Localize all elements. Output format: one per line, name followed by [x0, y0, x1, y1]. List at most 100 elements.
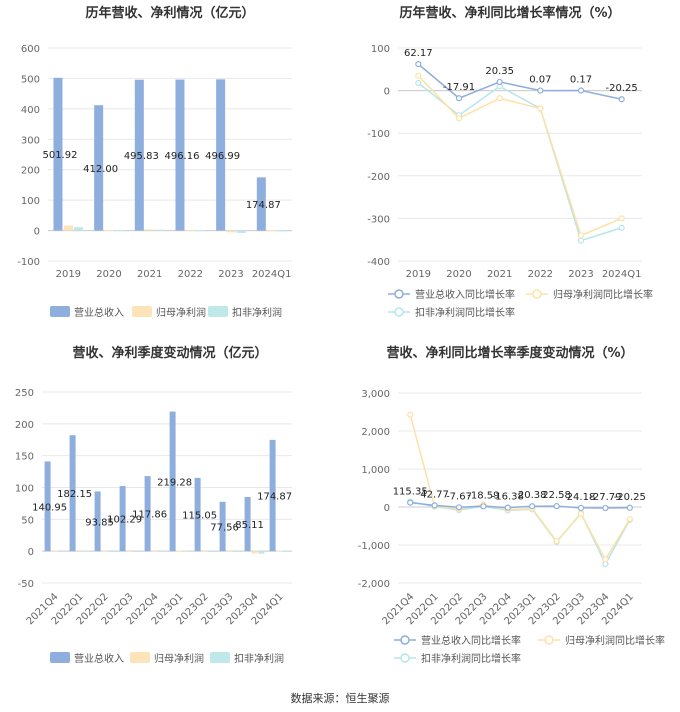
y-tick-label: 50 [21, 515, 34, 526]
y-tick-label: 100 [371, 44, 390, 55]
bar-revenue [256, 177, 266, 231]
bar-data-label: 102.29 [107, 515, 142, 526]
data-point [577, 232, 585, 239]
bar-deducted-profit [277, 230, 287, 232]
legend-label: 扣非净利润同比增长率 [421, 652, 521, 665]
legend-label: 归母净利润 [154, 652, 204, 665]
annual-revenue-profit-panel: 历年营收、净利情况（亿元） -100 0 100 200 300 400 500 600 2019… [0, 0, 340, 340]
bar-data-label: 182.15 [57, 489, 92, 500]
x-tick-label: 2021 [487, 269, 512, 280]
data-point [407, 411, 414, 418]
line-data-label: 0.17 [570, 75, 592, 86]
line-data-label: -20.25 [614, 492, 646, 503]
bar-revenue [169, 411, 176, 552]
x-tick-label: 2019 [56, 269, 81, 280]
bar-deducted-profit [236, 230, 246, 234]
legend-marker [532, 289, 542, 299]
bar-net-profit [76, 550, 83, 552]
quarterly-growth-chart: 营收、净利同比增长率季度变动情况（%） -2,000 -1,000 0 1,000 2,0… [358, 345, 665, 665]
data-point [455, 504, 463, 511]
data-point [415, 61, 422, 68]
bar-data-label: 495.83 [124, 151, 159, 162]
bar-data-label: 85.11 [235, 520, 264, 531]
y-tick-label: 1,000 [361, 465, 390, 476]
series-line-revenue [410, 501, 630, 509]
data-point [537, 87, 544, 94]
bar-revenue [216, 79, 226, 231]
annual-revenue-profit-chart: 历年营收、净利情况（亿元） -100 0 100 200 300 400 500 600 2019… [17, 5, 292, 319]
line-data-label: 20.35 [485, 66, 514, 77]
bar-deducted-profit [183, 550, 190, 552]
bar-data-label: 219.28 [157, 477, 192, 488]
bar-revenue [144, 476, 151, 552]
bar-revenue [194, 477, 201, 552]
annual-growth-panel: 历年营收、净利同比增长率情况（%） -400 -300 -200 -100 0 100 201… [340, 0, 680, 340]
line-data-label: -18.59 [467, 490, 499, 501]
bar-deducted-profit [114, 230, 124, 232]
legend-label: 归母净利润同比增长率 [553, 288, 653, 301]
data-point [537, 105, 544, 112]
data-point [577, 504, 585, 512]
chart-title: 营收、净利季度变动情况（亿元） [72, 345, 267, 361]
legend-swatch [210, 652, 230, 663]
bar-revenue [119, 486, 126, 552]
data-point [602, 556, 609, 563]
y-tick-label: 0 [34, 227, 40, 238]
bar-data-label: 140.95 [32, 502, 67, 513]
y-tick-label: 100 [15, 484, 34, 495]
legend-swatch [132, 306, 152, 317]
y-tick-label: 600 [21, 44, 40, 55]
legend-label: 营业总收入同比增长率 [415, 288, 515, 301]
bar-deducted-profit [283, 550, 290, 552]
legend-label: 归母净利润 [156, 306, 206, 319]
bar-revenue [244, 496, 251, 552]
bar-net-profit [63, 225, 73, 231]
y-tick-label: -1,000 [358, 541, 390, 552]
x-tick-label: 2024Q1 [602, 269, 642, 280]
legend-label: 营业总收入 [74, 306, 124, 319]
bar-revenue [175, 79, 185, 231]
bar-net-profit [267, 230, 277, 232]
data-point [577, 87, 585, 94]
line-data-label: 22.58 [542, 490, 571, 501]
x-tick-label: 2022 [528, 269, 553, 280]
legend-label: 扣非净利润同比增长率 [415, 306, 515, 319]
y-tick-label: -2,000 [358, 579, 390, 590]
bar-revenue [134, 79, 144, 231]
bar-net-profit [185, 229, 195, 231]
bar-data-label: 174.87 [246, 200, 281, 211]
y-tick-label: 0 [384, 503, 390, 514]
bar-deducted-profit [83, 550, 90, 552]
quarterly-revenue-profit-chart: 营收、净利季度变动情况（亿元）-500501001502002502021Q42… [15, 345, 292, 665]
data-point [415, 79, 422, 87]
quarterly-growth-panel: 营收、净利同比增长率季度变动情况（%） -2,000 -1,000 0 1,000 2,0… [340, 340, 680, 685]
y-tick-label: -400 [367, 257, 390, 268]
series-line-net-profit [409, 414, 631, 561]
legend-swatch [50, 306, 70, 317]
y-tick-label: 400 [21, 105, 40, 116]
bar-data-label: 117.86 [132, 510, 167, 521]
y-tick-label: 150 [15, 452, 34, 463]
bar-revenue [269, 439, 276, 552]
bar-revenue [69, 435, 76, 552]
bar-net-profit [176, 550, 183, 552]
bar-revenue [44, 461, 51, 552]
data-point [553, 503, 560, 510]
data-point [618, 215, 625, 222]
bar-deducted-profit [108, 550, 115, 552]
bar-deducted-profit [155, 229, 165, 231]
data-source-note: 数据来源：恒生聚源 [290, 692, 390, 705]
bar-deducted-profit [58, 550, 65, 552]
y-tick-label: -300 [367, 214, 390, 225]
bar-data-label: 412.00 [83, 164, 118, 175]
y-tick-label: 500 [21, 74, 40, 85]
bar-net-profit [104, 229, 114, 231]
y-tick-label: 250 [15, 388, 34, 399]
legend-label: 扣非净利润 [232, 306, 282, 319]
data-point [431, 502, 438, 509]
line-data-label: 0.07 [529, 75, 551, 86]
legend-swatch [130, 652, 150, 663]
data-point [577, 237, 585, 244]
bar-net-profit [151, 550, 158, 552]
quarterly-revenue-profit-panel: 营收、净利季度变动情况（亿元） -50 0 50 100 150 200 250 2021Q4 2… [0, 340, 340, 685]
